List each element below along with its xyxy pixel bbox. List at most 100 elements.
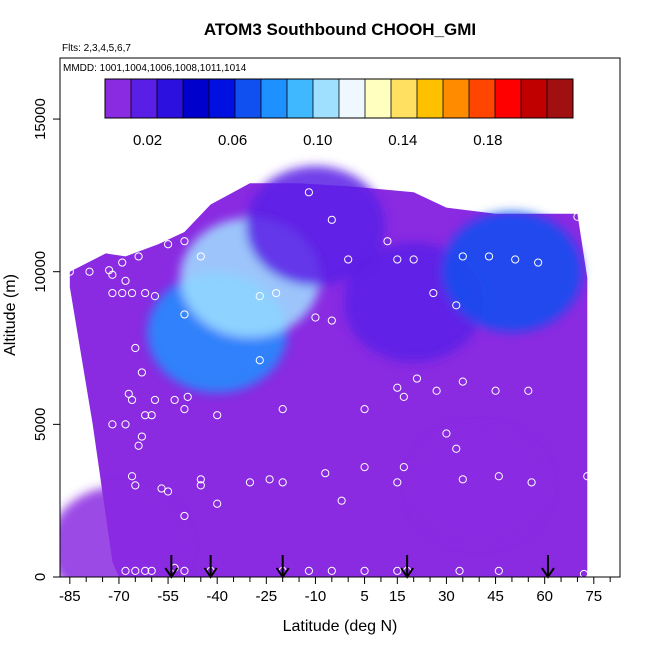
sample-point <box>131 481 140 490</box>
sample-point <box>85 267 94 276</box>
sample-point <box>245 478 255 487</box>
dates-note: MMDD: 1001,1004,1006,1008,1011,1014 <box>63 63 247 74</box>
sample-point <box>137 368 146 377</box>
sample-point <box>134 252 143 261</box>
sample-point <box>180 310 189 319</box>
sample-point <box>337 496 346 505</box>
sample-point <box>452 301 461 310</box>
sample-point <box>527 478 536 487</box>
x-tick-label: -40 <box>206 588 228 605</box>
sample-point <box>278 478 287 487</box>
sample-point <box>399 462 408 472</box>
sample-point <box>491 386 500 395</box>
x-tick-label: -70 <box>108 588 130 605</box>
sample-point <box>311 313 320 322</box>
sample-point <box>583 472 592 481</box>
colorbar-swatch <box>261 79 288 118</box>
sample-point <box>196 481 205 490</box>
sample-point <box>393 478 402 487</box>
sample-point <box>393 255 402 264</box>
sample-point <box>141 411 150 420</box>
colorbar-swatch <box>547 79 574 118</box>
sample-point <box>108 420 117 429</box>
sample-point <box>419 188 428 197</box>
colorbar-tick-label: 0.18 <box>473 132 502 149</box>
sample-point <box>524 386 533 395</box>
y-tick-label: 0 <box>32 573 49 581</box>
sample-point <box>121 420 130 429</box>
sample-point <box>327 215 336 224</box>
sample-point <box>147 411 156 420</box>
sample-point <box>458 252 467 261</box>
sample-point <box>213 411 222 420</box>
colorbar-swatch <box>339 79 366 118</box>
colorbar-swatch <box>313 79 340 118</box>
sample-point <box>409 255 418 264</box>
sample-point <box>163 240 173 249</box>
sample-point <box>455 566 464 575</box>
sample-point <box>255 356 264 365</box>
sample-point <box>360 404 369 414</box>
sample-point <box>452 444 461 453</box>
sample-point <box>196 252 205 261</box>
colorbar-swatch <box>391 79 418 118</box>
y-tick-label: 10000 <box>32 251 49 293</box>
colorbar-swatch <box>443 79 470 118</box>
sample-point <box>163 487 173 496</box>
x-axis: -85 -70 -55 -40 -25 -10 5 15 30 45 60 75 <box>59 577 611 605</box>
y-axis-title: Altitude (m) <box>2 274 19 356</box>
sample-point <box>442 429 451 438</box>
x-tick-label: -85 <box>59 588 81 605</box>
sample-point <box>255 292 264 301</box>
sample-point <box>131 343 140 353</box>
colorbar-swatch <box>287 79 314 118</box>
sample-point <box>127 395 137 405</box>
sample-point <box>137 432 146 441</box>
sample-point <box>131 566 140 575</box>
sample-point <box>304 188 313 197</box>
sample-point <box>196 475 205 484</box>
sample-point <box>183 392 192 401</box>
sample-point <box>118 258 127 267</box>
colorbar-swatch <box>417 79 444 118</box>
sample-point <box>180 511 189 521</box>
sample-point <box>429 288 438 298</box>
sample-point <box>344 255 353 264</box>
sample-point <box>393 383 402 392</box>
colorbar-swatch <box>157 79 184 118</box>
sample-point <box>494 566 503 575</box>
x-tick-label: 60 <box>536 588 553 605</box>
sample-point <box>134 441 143 450</box>
x-tick-label: -10 <box>305 588 327 605</box>
colorbar-tick-label: 0.02 <box>133 132 162 149</box>
sample-point <box>573 212 582 221</box>
x-tick-label: -25 <box>255 588 277 605</box>
sample-point <box>494 472 503 481</box>
sample-point <box>265 475 274 484</box>
chart-title: ATOM3 Southbound CHOOH_GMI <box>204 20 476 39</box>
sample-point <box>360 566 369 575</box>
sample-point <box>121 276 130 285</box>
colorbar-tick-label: 0.14 <box>388 132 417 149</box>
sample-point <box>393 566 402 575</box>
flights-note: Flts: 2,3,4,5,6,7 <box>62 43 131 54</box>
colorbar-swatch <box>183 79 210 118</box>
x-tick-label: -55 <box>157 588 179 605</box>
sample-point <box>127 472 137 481</box>
sample-point <box>412 374 422 383</box>
sample-point <box>141 288 150 298</box>
sample-point <box>118 288 127 298</box>
colorbar-swatch <box>209 79 236 118</box>
x-axis-title: Latitude (deg N) <box>283 618 398 635</box>
sample-point <box>150 292 160 301</box>
sample-point <box>147 566 156 575</box>
sample-point <box>579 569 589 579</box>
sample-point <box>180 566 189 575</box>
sample-point <box>127 288 137 298</box>
x-tick-label: 30 <box>438 588 455 605</box>
plot-frame <box>59 57 621 578</box>
sample-point <box>272 288 281 298</box>
sample-point <box>278 404 287 414</box>
sample-point <box>108 270 117 279</box>
